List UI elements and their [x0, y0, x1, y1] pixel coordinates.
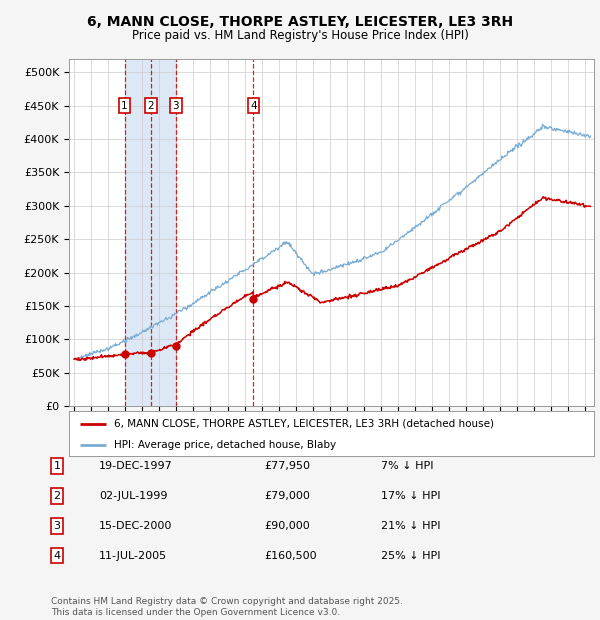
Text: 25% ↓ HPI: 25% ↓ HPI [381, 551, 440, 560]
Text: 3: 3 [53, 521, 61, 531]
Text: 19-DEC-1997: 19-DEC-1997 [99, 461, 173, 471]
Text: 2: 2 [148, 100, 154, 110]
Text: 6, MANN CLOSE, THORPE ASTLEY, LEICESTER, LE3 3RH (detached house): 6, MANN CLOSE, THORPE ASTLEY, LEICESTER,… [113, 418, 494, 428]
Text: 4: 4 [250, 100, 257, 110]
Text: £77,950: £77,950 [264, 461, 310, 471]
Text: 7% ↓ HPI: 7% ↓ HPI [381, 461, 433, 471]
Text: Price paid vs. HM Land Registry's House Price Index (HPI): Price paid vs. HM Land Registry's House … [131, 29, 469, 42]
Text: 21% ↓ HPI: 21% ↓ HPI [381, 521, 440, 531]
Text: 6, MANN CLOSE, THORPE ASTLEY, LEICESTER, LE3 3RH: 6, MANN CLOSE, THORPE ASTLEY, LEICESTER,… [87, 16, 513, 30]
Bar [125, 59, 176, 406]
Text: 4: 4 [53, 551, 61, 560]
Text: 3: 3 [172, 100, 179, 110]
Text: 15-DEC-2000: 15-DEC-2000 [99, 521, 172, 531]
Text: £79,000: £79,000 [264, 491, 310, 501]
Text: HPI: Average price, detached house, Blaby: HPI: Average price, detached house, Blab… [113, 440, 336, 450]
Text: 2: 2 [53, 491, 61, 501]
Text: 1: 1 [53, 461, 61, 471]
Text: Contains HM Land Registry data © Crown copyright and database right 2025.
This d: Contains HM Land Registry data © Crown c… [51, 598, 403, 617]
Text: £90,000: £90,000 [264, 521, 310, 531]
Text: 1: 1 [121, 100, 128, 110]
Text: £160,500: £160,500 [264, 551, 317, 560]
Text: 17% ↓ HPI: 17% ↓ HPI [381, 491, 440, 501]
Text: 11-JUL-2005: 11-JUL-2005 [99, 551, 167, 560]
Text: 02-JUL-1999: 02-JUL-1999 [99, 491, 167, 501]
